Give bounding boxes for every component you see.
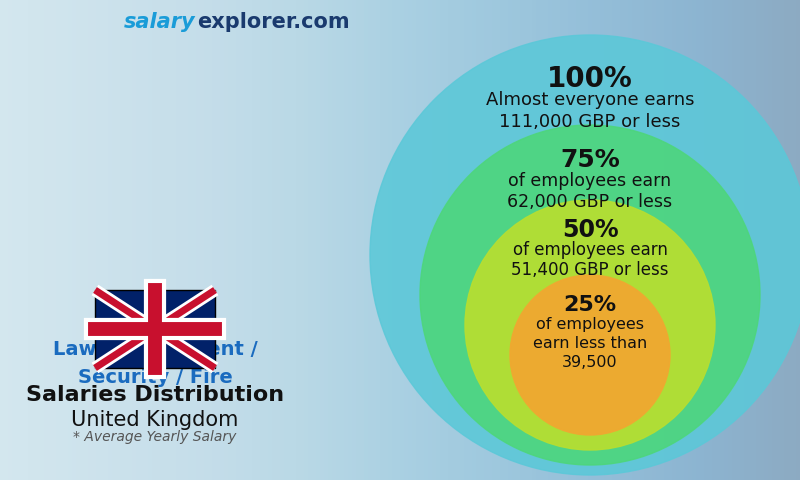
- Circle shape: [465, 200, 715, 450]
- Text: * Average Yearly Salary: * Average Yearly Salary: [74, 430, 237, 444]
- Text: explorer.com: explorer.com: [197, 12, 350, 32]
- Circle shape: [420, 125, 760, 465]
- Text: earn less than: earn less than: [533, 336, 647, 351]
- Text: salary: salary: [123, 12, 195, 32]
- Text: of employees earn: of employees earn: [509, 172, 671, 190]
- Text: 75%: 75%: [560, 148, 620, 172]
- Text: Law Enforcement /
Security / Fire: Law Enforcement / Security / Fire: [53, 340, 258, 387]
- Text: 62,000 GBP or less: 62,000 GBP or less: [507, 193, 673, 211]
- Text: 51,400 GBP or less: 51,400 GBP or less: [511, 261, 669, 279]
- Text: 25%: 25%: [563, 295, 617, 315]
- Circle shape: [510, 275, 670, 435]
- Text: of employees: of employees: [536, 317, 644, 332]
- Text: 100%: 100%: [547, 65, 633, 93]
- Text: 111,000 GBP or less: 111,000 GBP or less: [499, 113, 681, 131]
- FancyBboxPatch shape: [95, 290, 215, 368]
- Text: Salaries Distribution: Salaries Distribution: [26, 385, 284, 405]
- Circle shape: [370, 35, 800, 475]
- Text: 50%: 50%: [562, 218, 618, 242]
- Text: of employees earn: of employees earn: [513, 241, 667, 259]
- Text: 39,500: 39,500: [562, 355, 618, 370]
- Text: Almost everyone earns: Almost everyone earns: [486, 91, 694, 109]
- Text: United Kingdom: United Kingdom: [71, 410, 238, 430]
